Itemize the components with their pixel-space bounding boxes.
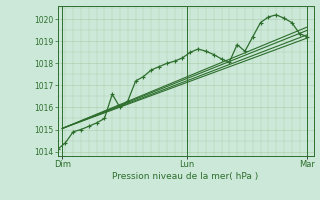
X-axis label: Pression niveau de la mer( hPa ): Pression niveau de la mer( hPa ): [112, 172, 259, 181]
